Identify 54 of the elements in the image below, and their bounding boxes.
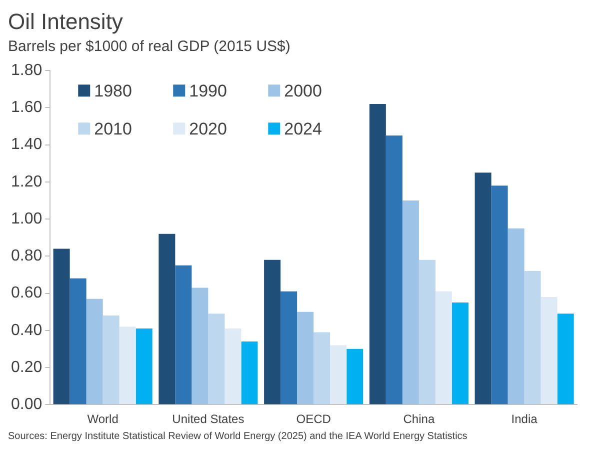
bar <box>524 271 541 404</box>
bar <box>491 186 508 404</box>
bar <box>346 348 364 404</box>
source-note: Sources: Energy Institute Statistical Review of World Energy (2025) and the IEA World Energy Statistics <box>8 430 468 444</box>
bar <box>508 228 524 404</box>
bar <box>418 260 436 404</box>
bar <box>175 265 192 404</box>
bar <box>53 248 70 404</box>
bar <box>102 316 120 404</box>
bar <box>192 288 208 404</box>
bar <box>402 200 419 404</box>
bar <box>264 260 281 404</box>
y-tick-label: 0.40 <box>11 322 42 339</box>
y-tick-label: 1.80 <box>11 62 42 80</box>
x-tick-label: China <box>403 412 435 426</box>
legend-label: 1990 <box>189 81 227 100</box>
bar <box>224 328 242 404</box>
bar <box>208 314 225 404</box>
legend-label: 2020 <box>189 119 227 138</box>
legend-label: 2010 <box>94 119 132 138</box>
chart-subtitle: Barrels per $1000 of real GDP (2015 US$) <box>8 37 292 57</box>
y-tick-label: 0.00 <box>11 396 42 414</box>
bar <box>297 312 314 404</box>
bar <box>314 332 330 404</box>
legend-label: 2000 <box>284 81 322 100</box>
bar <box>86 298 103 404</box>
y-tick-label: 0.80 <box>11 248 42 265</box>
x-tick-label: India <box>511 412 538 426</box>
bar <box>70 278 86 404</box>
bar <box>280 291 298 404</box>
bar <box>369 104 386 404</box>
bar <box>158 234 176 404</box>
x-tick-label: OECD <box>296 412 332 426</box>
bar <box>540 296 558 404</box>
bar <box>136 328 152 404</box>
legend-label: 2024 <box>284 119 322 138</box>
y-tick-label: 1.40 <box>11 136 42 154</box>
y-tick-label: 1.20 <box>11 173 42 190</box>
bar <box>452 302 468 404</box>
legend-label: 1980 <box>94 81 132 100</box>
bar <box>330 345 347 404</box>
bar <box>474 172 492 404</box>
bar <box>241 342 258 404</box>
x-tick-label: World <box>87 412 118 426</box>
chart-title: Oil Intensity <box>8 8 124 36</box>
x-tick-label: United States <box>172 412 244 426</box>
bar <box>386 136 402 404</box>
y-tick-label: 1.00 <box>11 210 42 228</box>
bar <box>557 314 574 404</box>
bar <box>119 326 136 404</box>
y-tick-label: 1.60 <box>11 99 42 116</box>
y-tick-label: 0.20 <box>11 358 42 376</box>
bar <box>435 291 452 404</box>
y-tick-label: 0.60 <box>11 284 42 302</box>
